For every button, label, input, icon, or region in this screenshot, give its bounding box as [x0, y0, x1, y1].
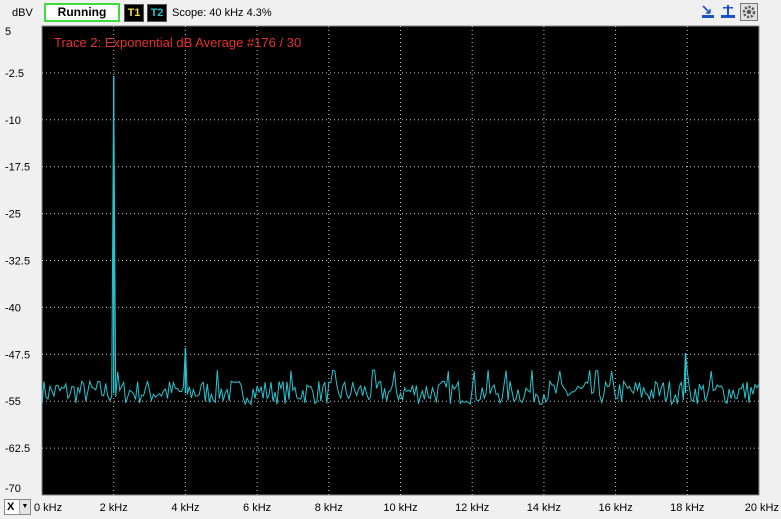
- y-tick-label: -40: [5, 302, 21, 314]
- y-axis: 5 -2.5 -10 -17.5 -25 -32.5 -40 -47.5 -55 -62.5 -70: [5, 26, 30, 495]
- x-tick-label: 12 kHz: [455, 502, 489, 514]
- x-tick-label: 0 kHz: [34, 502, 62, 514]
- y-tick-label: -62.5: [5, 443, 30, 455]
- y-tick-label: -25: [5, 209, 21, 221]
- x-tick-label: 10 kHz: [383, 502, 417, 514]
- y-tick-label: -47.5: [5, 349, 30, 361]
- plot-area: [41, 25, 760, 496]
- peaks: [112, 76, 687, 394]
- y-tick-label: -32.5: [5, 256, 30, 268]
- x-tick-label: 6 kHz: [243, 502, 271, 514]
- axis-select[interactable]: X ▼: [4, 499, 31, 515]
- trace-annotation: Trace 2: Exponential dB Average #176 / 3…: [54, 35, 301, 50]
- y-tick-label: 5: [5, 26, 11, 38]
- x-tick-label: 16 kHz: [598, 502, 632, 514]
- x-tick-label: 2 kHz: [100, 502, 128, 514]
- cursor-marker-icon[interactable]: [702, 5, 714, 22]
- y-tick-label: -10: [5, 115, 21, 127]
- x-tick-label: 4 kHz: [171, 502, 199, 514]
- running-button[interactable]: Running: [44, 3, 120, 22]
- scope-readout: Scope: 40 kHz 4.3%: [172, 7, 272, 19]
- x-axis: 0 kHz 2 kHz 4 kHz 6 kHz 8 kHz 10 kHz 12 kHz 14 …: [34, 502, 779, 514]
- x-tick-label: 20 kHz: [745, 502, 779, 514]
- y-unit-label: dBV: [12, 7, 33, 19]
- axis-select-value: X: [7, 501, 15, 513]
- trace-2-button[interactable]: T2: [147, 4, 167, 22]
- toolbar: dBV Running T1 T2 Scope: 40 kHz 4.3%: [0, 0, 781, 26]
- y-tick-label: -2.5: [5, 68, 24, 80]
- y-tick-label: -17.5: [5, 162, 30, 174]
- trace-2-line: [41, 75, 760, 406]
- peak-marker-icon[interactable]: [721, 5, 735, 22]
- x-tick-label: 18 kHz: [670, 502, 704, 514]
- settings-icon[interactable]: [740, 3, 758, 24]
- x-tick-label: 8 kHz: [315, 502, 343, 514]
- x-tick-label: 14 kHz: [527, 502, 561, 514]
- y-tick-label: -70: [5, 483, 21, 495]
- chevron-down-icon: ▼: [19, 500, 30, 514]
- trace-1-button[interactable]: T1: [124, 4, 144, 22]
- y-tick-label: -55: [5, 396, 21, 408]
